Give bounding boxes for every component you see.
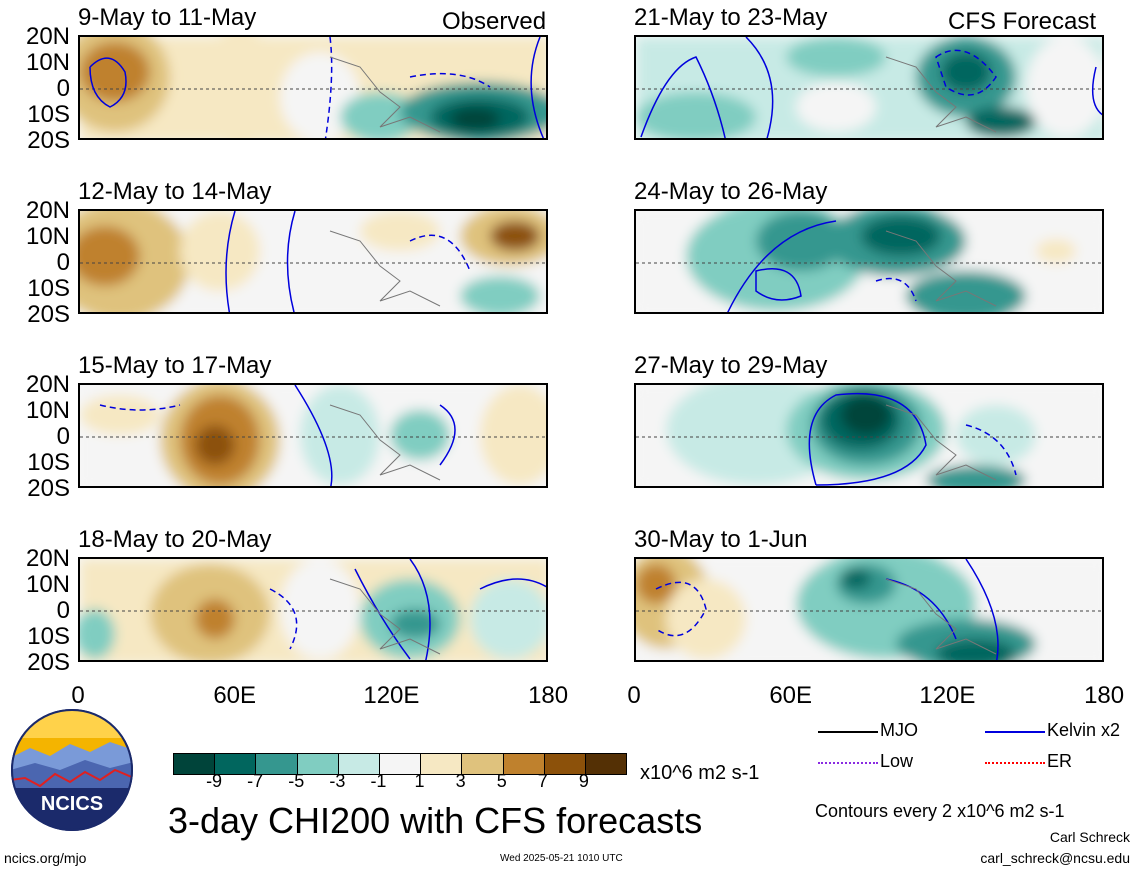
- lon-label: 180: [1084, 682, 1125, 709]
- lat-label: 10S: [27, 275, 70, 302]
- panel-title-fcst-1: 21-May to 23-May: [634, 4, 828, 31]
- panel-title-obs-1: 9-May to 11-May: [78, 4, 257, 31]
- lat-label: 20N: [25, 197, 70, 224]
- logo-text: NCICS: [41, 793, 103, 815]
- colorbar-label: -7: [247, 771, 264, 791]
- colorbar-label: -3: [329, 771, 346, 791]
- legend-er-label: ER: [1047, 751, 1073, 771]
- colorbar-swatch: [503, 754, 545, 774]
- main-title: 3-day CHI200 with CFS forecasts: [168, 800, 703, 841]
- colorbar-label: 1: [414, 771, 425, 791]
- panel-title-fcst-3: 27-May to 29-May: [634, 352, 828, 379]
- colorbar-swatch: [462, 754, 504, 774]
- lat-label: 10N: [25, 49, 70, 76]
- lat-label: 20N: [25, 23, 70, 50]
- legend-kelvin-label: Kelvin x2: [1047, 720, 1121, 740]
- lon-label: 60E: [213, 682, 257, 709]
- map-obs-3: [78, 383, 548, 488]
- footer-author: Carl Schreck: [1049, 829, 1130, 845]
- lat-label: 10N: [25, 397, 70, 424]
- colorbar-label: -9: [206, 771, 223, 791]
- legend-low-line: [818, 762, 878, 764]
- colorbar-swatch: [379, 754, 422, 774]
- colorbar-label: -1: [370, 771, 387, 791]
- legend-er-line: [985, 762, 1045, 764]
- colorbar-swatch: [256, 754, 298, 774]
- lat-label: 10S: [27, 623, 70, 650]
- lat-label: 20S: [27, 301, 70, 328]
- colorbar-swatch: [585, 754, 627, 774]
- panel-title-obs-3: 15-May to 17-May: [78, 352, 272, 379]
- colorbar-units: x10^6 m2 s-1: [640, 762, 760, 784]
- legend-mjo-line: [818, 731, 878, 733]
- panel-title-fcst-2: 24-May to 26-May: [634, 178, 828, 205]
- map-obs-4: [78, 557, 548, 662]
- lat-label: 0: [56, 423, 70, 450]
- lat-label: 10N: [25, 571, 70, 598]
- map-obs-2: [78, 209, 548, 314]
- ncics-logo: NCICS: [10, 708, 134, 832]
- colorbar: [173, 753, 627, 775]
- lat-label: 10S: [27, 449, 70, 476]
- lon-label: 180: [528, 682, 569, 709]
- contour-note: Contours every 2 x10^6 m2 s-1: [815, 801, 1065, 821]
- lat-label: 20S: [27, 475, 70, 502]
- colorbar-label: 3: [455, 771, 466, 791]
- legend-low-label: Low: [880, 751, 914, 771]
- lon-label: 0: [627, 682, 641, 709]
- panel-title-fcst-4: 30-May to 1-Jun: [634, 526, 808, 553]
- lat-label: 20N: [25, 545, 70, 572]
- legend-mjo-label: MJO: [880, 720, 918, 740]
- map-fcst-4: [634, 557, 1104, 662]
- map-obs-1: [78, 35, 548, 140]
- footer-url[interactable]: ncics.org/mjo: [4, 850, 87, 866]
- colorbar-swatch: [421, 754, 463, 774]
- panel-title-obs-2: 12-May to 14-May: [78, 178, 272, 205]
- lon-label: 120E: [919, 682, 976, 709]
- colorbar-swatch: [215, 754, 257, 774]
- panel-title-obs-4: 18-May to 20-May: [78, 526, 272, 553]
- lat-label: 20N: [25, 371, 70, 398]
- footer-email[interactable]: carl_schreck@ncsu.edu: [980, 850, 1130, 866]
- lat-label: 10N: [25, 223, 70, 250]
- panel-tag-observed: Observed: [442, 8, 547, 35]
- lon-label: 120E: [363, 682, 420, 709]
- colorbar-swatch: [174, 754, 216, 774]
- colorbar-swatch: [297, 754, 339, 774]
- lat-label: 0: [56, 597, 70, 624]
- colorbar-label: -5: [288, 771, 305, 791]
- lon-label: 0: [71, 682, 85, 709]
- colorbar-label: 5: [496, 771, 507, 791]
- map-fcst-2: [634, 209, 1104, 314]
- colorbar-label: 7: [537, 771, 548, 791]
- lat-label: 0: [56, 75, 70, 102]
- legend-kelvin-line: [985, 731, 1045, 733]
- panel-tag-forecast: CFS Forecast: [948, 8, 1097, 35]
- footer-timestamp: Wed 2025-05-21 1010 UTC: [500, 853, 623, 864]
- lat-label: 0: [56, 249, 70, 276]
- map-fcst-3: [634, 383, 1104, 488]
- map-fcst-1: [634, 35, 1104, 140]
- lat-label: 20S: [27, 649, 70, 676]
- lat-label: 20S: [27, 127, 70, 154]
- lat-label: 10S: [27, 101, 70, 128]
- colorbar-label: 9: [578, 771, 589, 791]
- colorbar-swatch: [338, 754, 380, 774]
- lon-label: 60E: [769, 682, 813, 709]
- colorbar-swatch: [544, 754, 586, 774]
